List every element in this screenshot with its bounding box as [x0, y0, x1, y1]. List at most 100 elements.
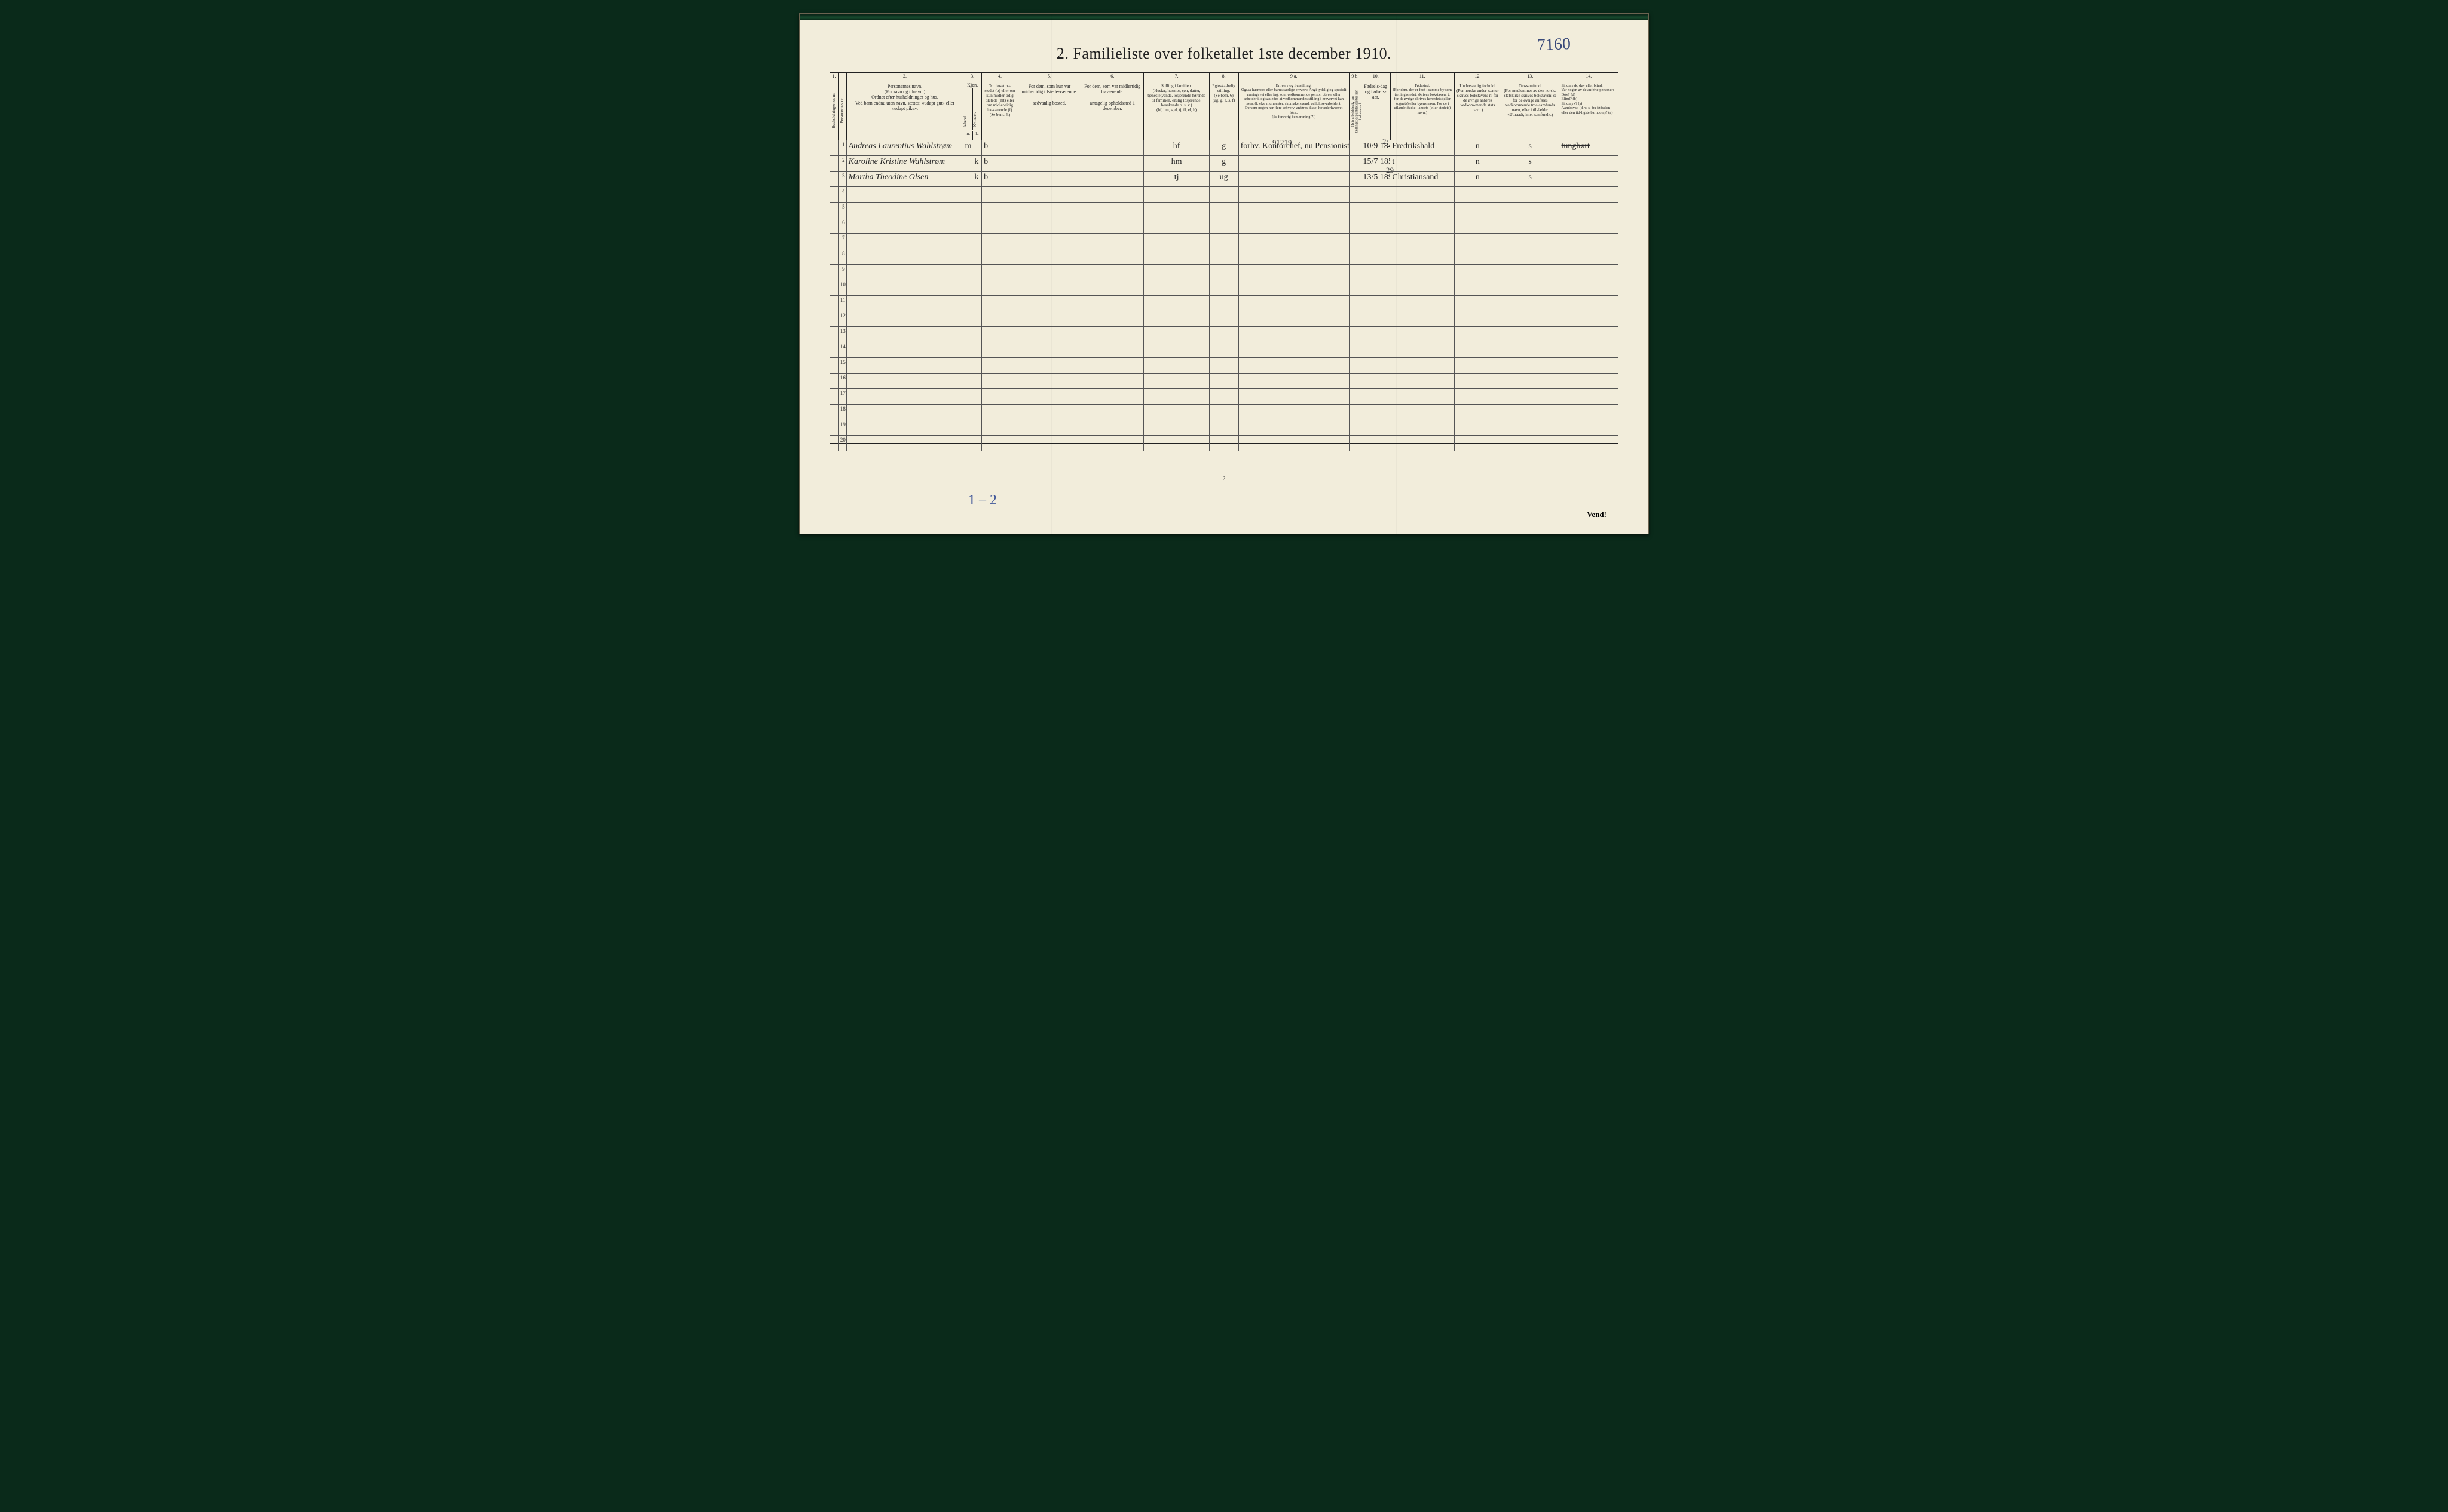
cell: n: [1455, 156, 1501, 171]
cell: [1350, 436, 1361, 451]
cell: [1390, 234, 1454, 249]
page-title: 2. Familieliste over folketallet 1ste de…: [800, 45, 1648, 63]
cell: [1501, 280, 1560, 295]
cell: [1081, 327, 1144, 342]
cell: [1350, 172, 1361, 186]
cell: [847, 218, 963, 233]
cell: [972, 405, 982, 420]
cell: [963, 234, 973, 249]
cell: [1081, 218, 1144, 233]
cell: [847, 358, 963, 373]
col-label: Om bosat paa stedet (b) eller om kun mid…: [982, 82, 1017, 118]
cell: [1018, 436, 1081, 451]
annotation: 29: [1386, 166, 1394, 175]
cell: [1559, 296, 1618, 311]
cell: [1390, 249, 1454, 264]
cell: [1210, 296, 1239, 311]
cell: [982, 296, 1018, 311]
cell: [1350, 203, 1361, 218]
col-num: 4.: [982, 73, 1017, 82]
cell: [972, 342, 982, 357]
col-label: Husholdningernes nr.: [832, 84, 837, 137]
cell: [963, 249, 973, 264]
col-label: Fødested. (For dem, der er født i samme …: [1391, 82, 1454, 116]
cell: [1361, 234, 1391, 249]
cell: [1018, 389, 1081, 404]
cell: [1501, 296, 1560, 311]
cell: s: [1501, 156, 1560, 171]
cell: [1361, 296, 1391, 311]
cell: [963, 218, 973, 233]
cell: [1018, 420, 1081, 435]
table-row: 4: [830, 187, 1618, 203]
cell: [1501, 265, 1560, 280]
cell: [1350, 374, 1361, 388]
cell: g: [1210, 140, 1239, 155]
cell: [1144, 420, 1209, 435]
cell: [1501, 249, 1560, 264]
cell: [1144, 358, 1209, 373]
cell: [1018, 156, 1081, 171]
cell: [830, 296, 839, 311]
cell: [847, 436, 963, 451]
cell: [1455, 203, 1501, 218]
cell: [1390, 311, 1454, 326]
cell: [830, 156, 839, 171]
cell: [982, 420, 1018, 435]
cell: [1455, 342, 1501, 357]
cell: Martha Theodine Olsen: [847, 172, 963, 186]
cell: [1210, 389, 1239, 404]
cell: [1350, 342, 1361, 357]
col-num: [839, 73, 846, 82]
col-label: Personernes navn. (Fornavn og tilnavn.) …: [847, 82, 963, 112]
cell: [1081, 405, 1144, 420]
cell: 20: [839, 436, 847, 451]
cell: [1559, 389, 1618, 404]
cell: tj: [1144, 172, 1209, 186]
cell: [1081, 389, 1144, 404]
cell: [1559, 265, 1618, 280]
cell: 5: [839, 203, 847, 218]
cell: s: [1501, 172, 1560, 186]
cell: [972, 140, 982, 155]
cell: [1361, 420, 1391, 435]
cell: [830, 140, 839, 155]
table-row: 19: [830, 420, 1618, 436]
cell: [1144, 296, 1209, 311]
cell: 6: [839, 218, 847, 233]
cell: [982, 234, 1018, 249]
col-num: 8.: [1210, 73, 1238, 82]
cell: [1361, 249, 1391, 264]
cell: [1018, 218, 1081, 233]
cell: Fredrikshald: [1390, 140, 1454, 155]
cell: [1350, 296, 1361, 311]
cell: [972, 218, 982, 233]
cell: [1350, 358, 1361, 373]
cell: [1455, 234, 1501, 249]
cell: 4: [839, 187, 847, 202]
cell: [1239, 389, 1350, 404]
cell: [1455, 436, 1501, 451]
cell: 18: [839, 405, 847, 420]
cell: [1210, 405, 1239, 420]
cell: [972, 327, 982, 342]
cell: [1361, 405, 1391, 420]
cell: t: [1390, 156, 1454, 171]
cell: [1361, 436, 1391, 451]
cell: b: [982, 172, 1018, 186]
cell: [1455, 218, 1501, 233]
cell: [1081, 311, 1144, 326]
cell: [1350, 311, 1361, 326]
cell: [972, 374, 982, 388]
cell: [982, 203, 1018, 218]
cell: [1081, 234, 1144, 249]
cell: [972, 280, 982, 295]
col-label: Kjøn.: [963, 82, 981, 88]
cell: [963, 389, 973, 404]
col-label: Egteska-belig stilling. (Se bem. 6) (ug,…: [1210, 82, 1238, 104]
cell: [1350, 405, 1361, 420]
cell: [830, 374, 839, 388]
cell: 9: [839, 265, 847, 280]
cell: [1239, 187, 1350, 202]
table-row: 16: [830, 374, 1618, 389]
